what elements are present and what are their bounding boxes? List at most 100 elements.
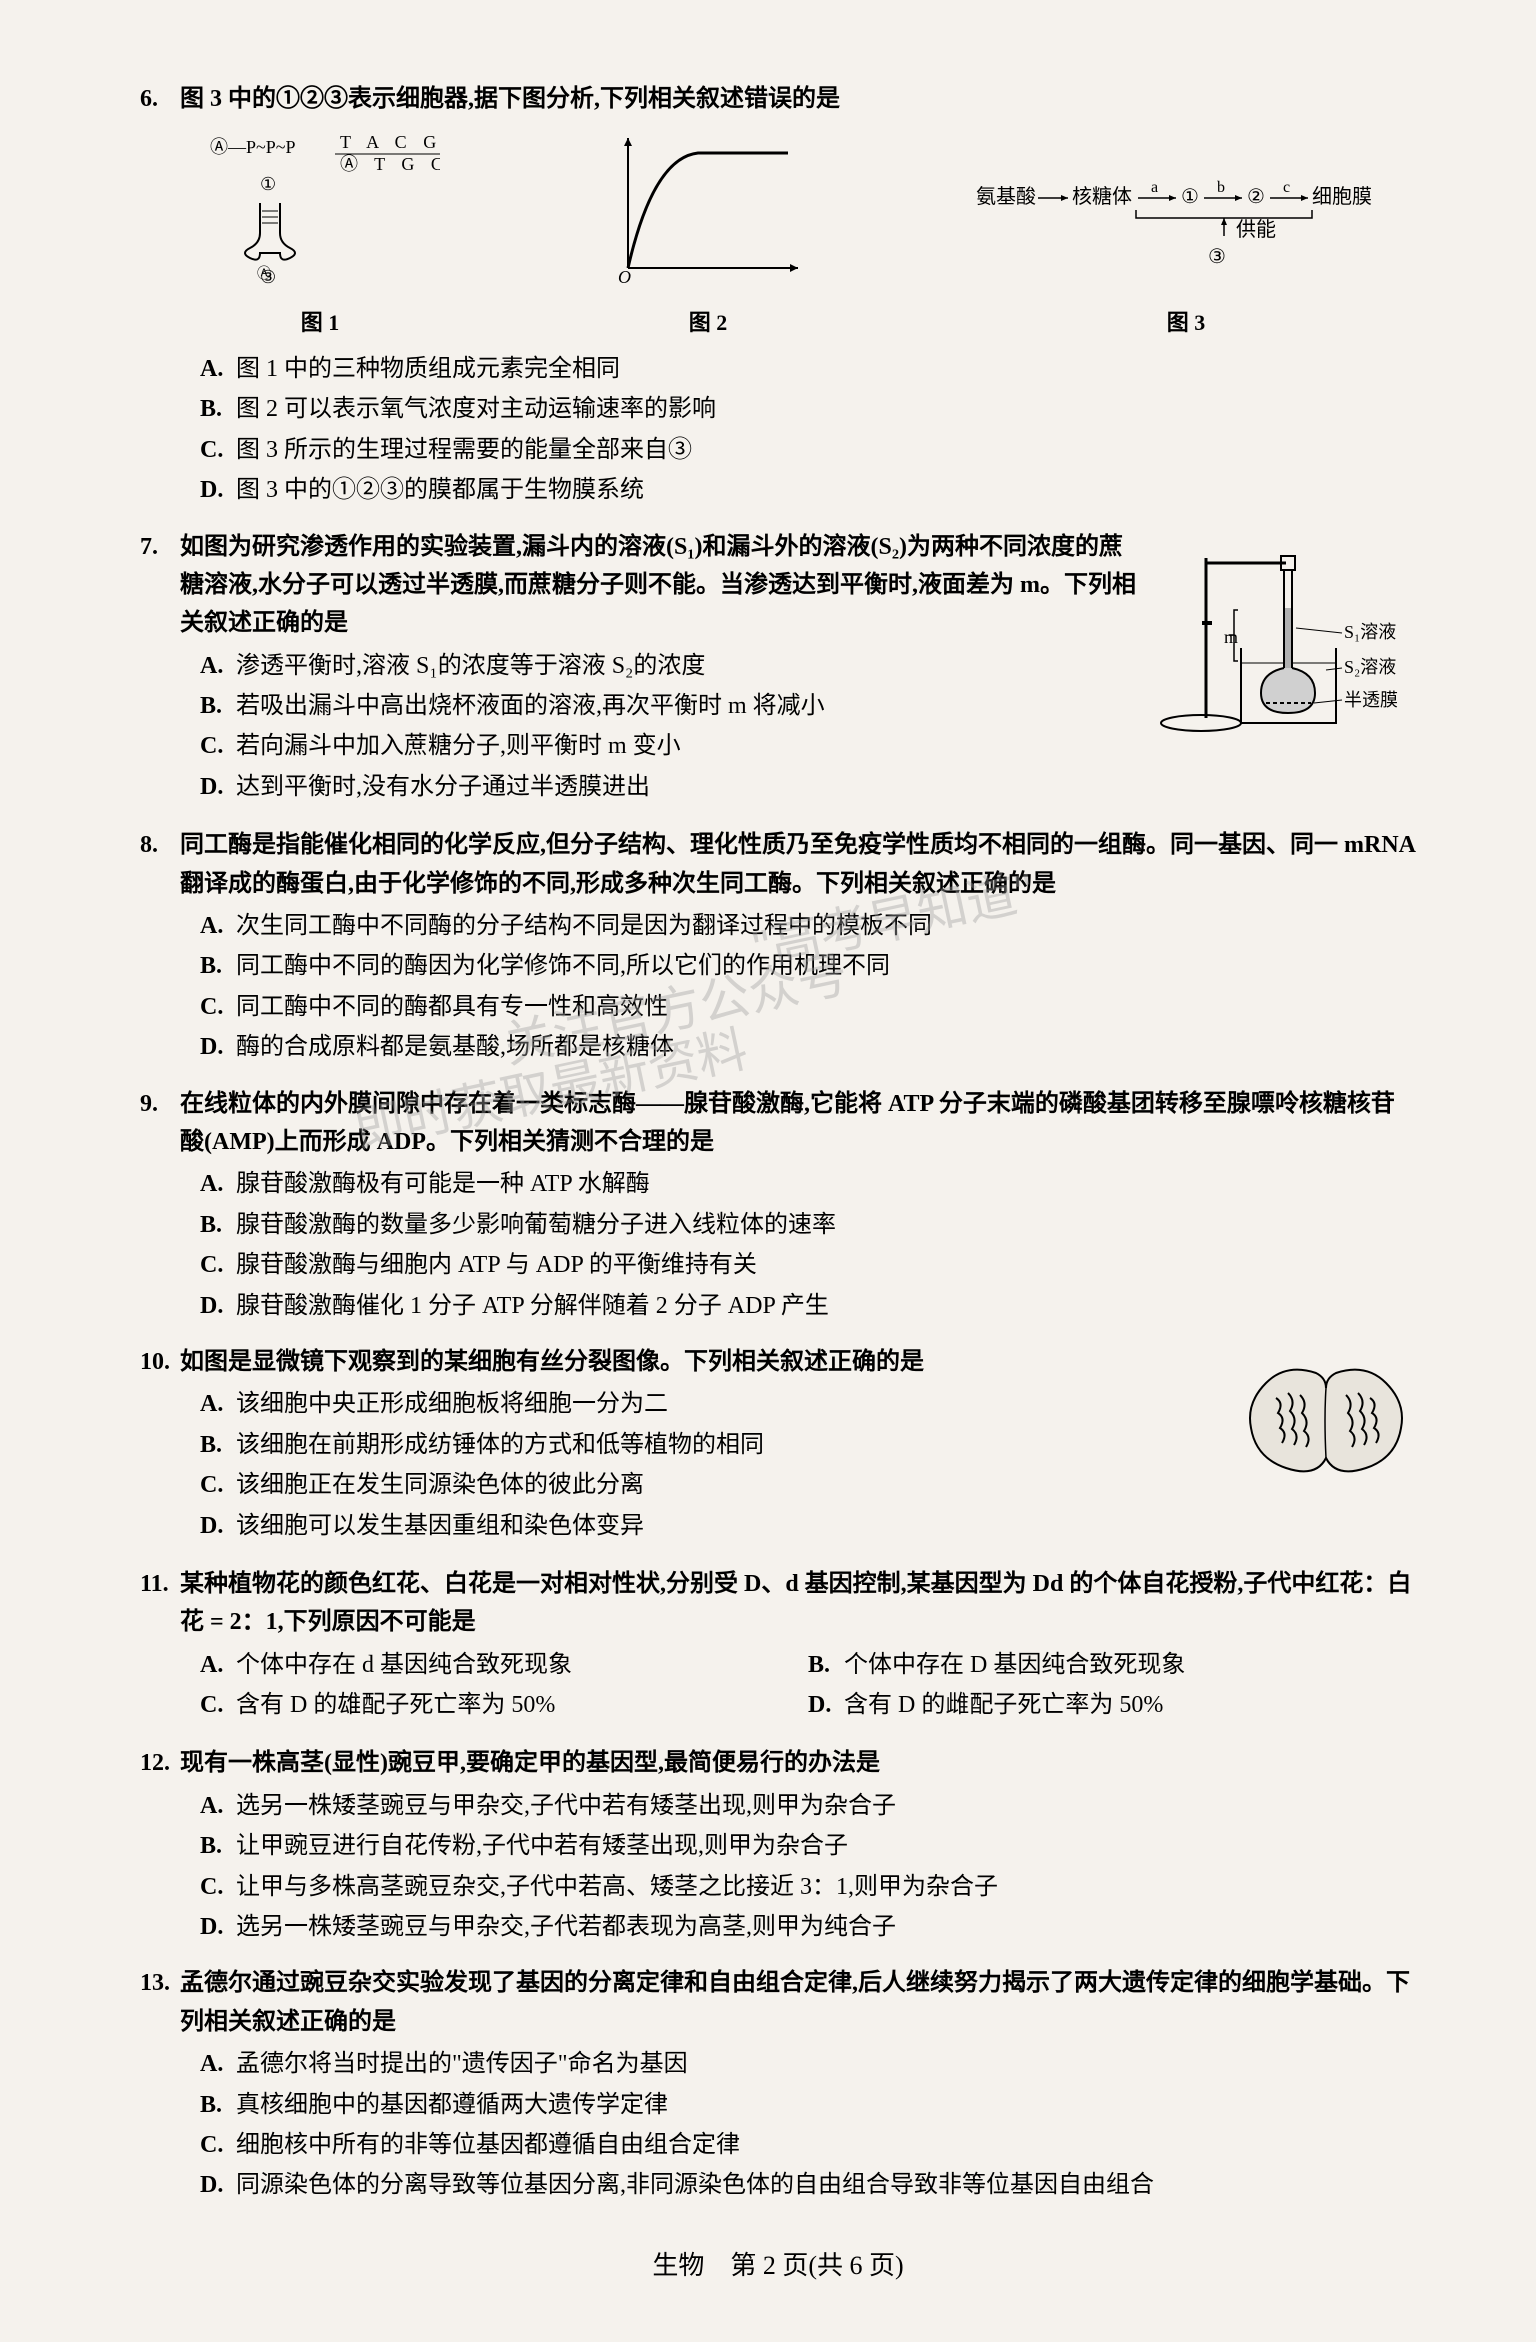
opt-label: D. bbox=[200, 1908, 236, 1946]
question-7: 7. 如图为研究渗透作用的实验装置,漏斗内的溶液(S₁)和漏斗外的溶液(S₂)为… bbox=[140, 528, 1416, 809]
question-9: 9. 在线粒体的内外膜间隙中存在着一类标志酶——腺苷酸激酶,它能将 ATP 分子… bbox=[140, 1085, 1416, 1325]
question-10: 10. 如图是显微镜下观察到的某细胞有丝分裂图像。下列相关叙述正确的是 A.该细… bbox=[140, 1343, 1416, 1547]
svg-text:S₂溶液: S₂溶液 bbox=[1344, 657, 1396, 677]
svg-text:S₁溶液: S₁溶液 bbox=[1344, 622, 1396, 642]
opt-text: 同工酶中不同的酶因为化学修饰不同,所以它们的作用机理不同 bbox=[236, 947, 890, 985]
opt-label: A. bbox=[200, 1385, 236, 1423]
opt-label: A. bbox=[200, 907, 236, 945]
opt-label: D. bbox=[200, 1028, 236, 1066]
svg-text:核糖体: 核糖体 bbox=[1072, 185, 1132, 208]
q-number: 13. bbox=[140, 1964, 180, 2041]
svg-text:供能: 供能 bbox=[1236, 218, 1276, 241]
opt-label: B. bbox=[200, 1206, 236, 1244]
opt-text: 该细胞中央正形成细胞板将细胞一分为二 bbox=[236, 1385, 668, 1423]
opt-label: D. bbox=[200, 2166, 236, 2204]
svg-text:①: ① bbox=[1181, 186, 1199, 208]
figure-3: 氨基酸 核糖体 a ① b ② c 细胞膜 供能 ③ bbox=[976, 168, 1396, 340]
figure-1: Ⓐ—P~P~P T A C G Ⓐ T G C ① Ⓐ ③ 图 1 bbox=[200, 128, 440, 340]
fig1-atp-text: Ⓐ—P~P~P bbox=[210, 137, 296, 157]
svg-text:m: m bbox=[1224, 627, 1238, 647]
svg-text:c: c bbox=[1283, 179, 1290, 196]
opt-label: B. bbox=[200, 390, 236, 428]
opt-label: C. bbox=[200, 727, 236, 765]
opt-text: 腺苷酸激酶的数量多少影响葡萄糖分子进入线粒体的速率 bbox=[236, 1206, 836, 1244]
opt-label: B. bbox=[200, 687, 236, 725]
opt-label: D. bbox=[808, 1686, 844, 1724]
opt-label: D. bbox=[200, 1287, 236, 1325]
q-stem-text: 如图是显微镜下观察到的某细胞有丝分裂图像。下列相关叙述正确的是 bbox=[180, 1343, 1216, 1381]
question-8: 8. 同工酶是指能催化相同的化学反应,但分子结构、理化性质乃至免疫学性质均不相同… bbox=[140, 826, 1416, 1066]
opt-label: B. bbox=[200, 947, 236, 985]
opt-text: 图 2 可以表示氧气浓度对主动运输速率的影响 bbox=[236, 390, 716, 428]
opt-text: 次生同工酶中不同酶的分子结构不同是因为翻译过程中的模板不同 bbox=[236, 907, 932, 945]
q-number: 11. bbox=[140, 1565, 180, 1642]
figure-2: O 图 2 bbox=[608, 128, 808, 340]
opt-text: 渗透平衡时,溶液 S₁的浓度等于溶液 S₂的浓度 bbox=[236, 647, 705, 685]
opt-text: 个体中存在 d 基因纯合致死现象 bbox=[236, 1646, 572, 1684]
q-number: 12. bbox=[140, 1744, 180, 1782]
opt-text: 选另一株矮茎豌豆与甲杂交,子代若都表现为高茎,则甲为纯合子 bbox=[236, 1908, 896, 1946]
opt-text: 让甲豌豆进行自花传粉,子代中若有矮茎出现,则甲为杂合子 bbox=[236, 1827, 848, 1865]
fig-label: 图 3 bbox=[976, 305, 1396, 340]
svg-text:③: ③ bbox=[1208, 246, 1226, 268]
svg-text:细胞膜: 细胞膜 bbox=[1312, 185, 1372, 208]
opt-label: A. bbox=[200, 1165, 236, 1203]
opt-label: A. bbox=[200, 350, 236, 388]
question-12: 12. 现有一株高茎(显性)豌豆甲,要确定甲的基因型,最简便易行的办法是 A.选… bbox=[140, 1744, 1416, 1946]
question-13: 13. 孟德尔通过豌豆杂交实验发现了基因的分离定律和自由组合定律,后人继续努力揭… bbox=[140, 1964, 1416, 2204]
opt-label: D. bbox=[200, 1507, 236, 1545]
opt-label: C. bbox=[200, 988, 236, 1026]
opt-label: B. bbox=[808, 1646, 844, 1684]
svg-text:②: ② bbox=[1247, 186, 1265, 208]
opt-text: 选另一株矮茎豌豆与甲杂交,子代中若有矮茎出现,则甲为杂合子 bbox=[236, 1787, 896, 1825]
opt-label: A. bbox=[200, 1787, 236, 1825]
opt-label: B. bbox=[200, 1426, 236, 1464]
opt-label: A. bbox=[200, 2045, 236, 2083]
q-number: 10. bbox=[140, 1343, 180, 1381]
q-number: 7. bbox=[140, 528, 180, 643]
q-stem-text: 在线粒体的内外膜间隙中存在着一类标志酶——腺苷酸激酶,它能将 ATP 分子末端的… bbox=[180, 1085, 1416, 1162]
fig-label: 图 1 bbox=[200, 305, 440, 340]
svg-text:a: a bbox=[1151, 179, 1158, 196]
q-stem-text: 图 3 中的①②③表示细胞器,据下图分析,下列相关叙述错误的是 bbox=[180, 80, 1416, 118]
svg-text:③: ③ bbox=[260, 267, 276, 287]
opt-text: 图 3 中的①②③的膜都属于生物膜系统 bbox=[236, 471, 644, 509]
opt-text: 该细胞正在发生同源染色体的彼此分离 bbox=[236, 1466, 644, 1504]
q-number: 9. bbox=[140, 1085, 180, 1162]
svg-text:T A C G: T A C G bbox=[340, 132, 440, 152]
opt-label: A. bbox=[200, 647, 236, 685]
opt-label: C. bbox=[200, 1246, 236, 1284]
opt-text: 酶的合成原料都是氨基酸,场所都是核糖体 bbox=[236, 1028, 674, 1066]
opt-label: C. bbox=[200, 1466, 236, 1504]
opt-text: 该细胞在前期形成纺锤体的方式和低等植物的相同 bbox=[236, 1426, 764, 1464]
opt-label: D. bbox=[200, 768, 236, 806]
q-number: 8. bbox=[140, 826, 180, 903]
q-stem-text: 孟德尔通过豌豆杂交实验发现了基因的分离定律和自由组合定律,后人继续努力揭示了两大… bbox=[180, 1964, 1416, 2041]
q-stem-text: 某种植物花的颜色红花、白花是一对相对性状,分别受 D、d 基因控制,某基因型为 … bbox=[180, 1565, 1416, 1642]
opt-text: 腺苷酸激酶与细胞内 ATP 与 ADP 的平衡维持有关 bbox=[236, 1246, 757, 1284]
q-stem-text: 现有一株高茎(显性)豌豆甲,要确定甲的基因型,最简便易行的办法是 bbox=[180, 1744, 1416, 1782]
svg-text:Ⓐ T G C: Ⓐ T G C bbox=[340, 154, 440, 174]
opt-text: 图 1 中的三种物质组成元素完全相同 bbox=[236, 350, 620, 388]
question-11: 11. 某种植物花的颜色红花、白花是一对相对性状,分别受 D、d 基因控制,某基… bbox=[140, 1565, 1416, 1727]
question-6: 6. 图 3 中的①②③表示细胞器,据下图分析,下列相关叙述错误的是 Ⓐ—P~P… bbox=[140, 80, 1416, 510]
figure-mitosis bbox=[1236, 1343, 1416, 1547]
opt-text: 若吸出漏斗中高出烧杯液面的溶液,再次平衡时 m 将减小 bbox=[236, 687, 825, 725]
opt-label: D. bbox=[200, 471, 236, 509]
opt-text: 若向漏斗中加入蔗糖分子,则平衡时 m 变小 bbox=[236, 727, 681, 765]
svg-text:O: O bbox=[618, 267, 631, 287]
opt-label: C. bbox=[200, 2126, 236, 2164]
opt-text: 腺苷酸激酶极有可能是一种 ATP 水解酶 bbox=[236, 1165, 650, 1203]
opt-text: 同源染色体的分离导致等位基因分离,非同源染色体的自由组合导致非等位基因自由组合 bbox=[236, 2166, 1154, 2204]
svg-text:①: ① bbox=[260, 174, 276, 194]
opt-text: 细胞核中所有的非等位基因都遵循自由组合定律 bbox=[236, 2126, 740, 2164]
fig-label: 图 2 bbox=[608, 305, 808, 340]
q-stem-text: 如图为研究渗透作用的实验装置,漏斗内的溶液(S₁)和漏斗外的溶液(S₂)为两种不… bbox=[180, 528, 1136, 643]
opt-text: 同工酶中不同的酶都具有专一性和高效性 bbox=[236, 988, 668, 1026]
opt-text: 达到平衡时,没有水分子通过半透膜进出 bbox=[236, 768, 650, 806]
opt-label: B. bbox=[200, 1827, 236, 1865]
svg-text:氨基酸: 氨基酸 bbox=[976, 185, 1036, 208]
opt-label: C. bbox=[200, 431, 236, 469]
opt-text: 该细胞可以发生基因重组和染色体变异 bbox=[236, 1507, 644, 1545]
opt-label: C. bbox=[200, 1868, 236, 1906]
